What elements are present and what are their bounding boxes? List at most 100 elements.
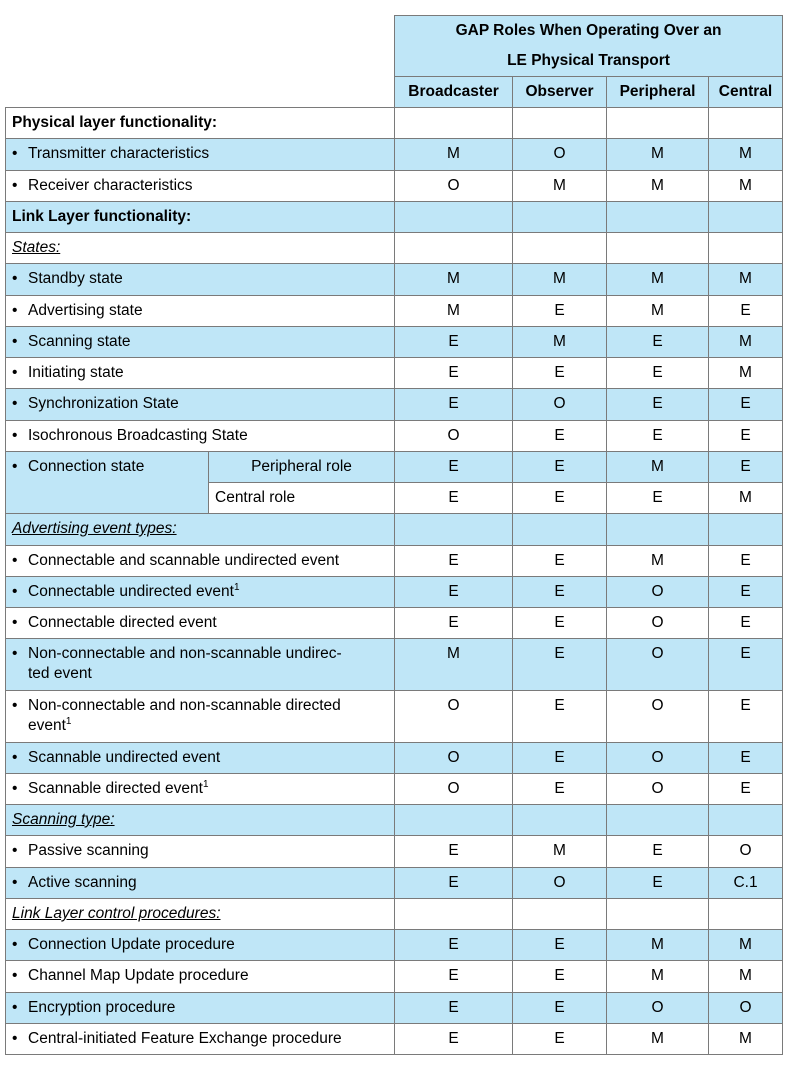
row-label: • Scannable undirected event [5,742,395,774]
section-row: Link Layer functionality: [5,201,783,233]
row-label: • Connectable and scannable undirected ev… [5,545,395,577]
table-row: • Non-connectable and non-scannable undi… [5,638,783,691]
cell-central: E [708,295,783,327]
table-title-line1: GAP Roles When Operating Over an [455,22,722,39]
row-label-text: ted event [28,665,92,682]
table-row: • Channel Map Update procedure E E M M [5,960,783,993]
cell-central: M [708,960,783,993]
cell-peripheral: M [606,295,709,327]
bullet: • [12,967,18,984]
cell-central: E [708,420,783,452]
footnote-marker: 1 [65,715,72,727]
table-row: • Connectable undirected event1 E E O E [5,576,783,608]
cell-peripheral: O [606,992,709,1024]
cell-peripheral: E [606,482,709,514]
row-label-text: Active scanning [28,874,137,891]
bullet: • [12,749,18,766]
row-label-text: Central-initiated Feature Exchange proce… [28,1030,342,1047]
row-label-text: Synchronization State [28,395,179,412]
cell-broadcaster: E [394,576,513,608]
row-label-text: Connectable undirected event [28,583,234,600]
table-row: • Initiating state E E E M [5,357,783,389]
cell-observer: E [512,690,607,743]
cell-central: M [708,482,783,514]
row-label-text: event [28,717,66,734]
row-label: • Connectable undirected event1 [5,576,395,608]
row-label-text: Initiating state [28,364,124,381]
bullet: • [12,270,18,287]
bullet: • [12,780,18,797]
cell-broadcaster: E [394,451,513,483]
bullet: • [12,145,18,162]
cell-central: E [708,773,783,805]
cell-broadcaster: O [394,773,513,805]
bullet: • [12,645,18,662]
cell-observer: E [512,638,607,691]
cell-observer: E [512,420,607,452]
row-label-text: Standby state [28,270,123,287]
cell-broadcaster: E [394,388,513,421]
table-row: • Encryption procedure E E O O [5,992,783,1024]
row-label-text: Channel Map Update procedure [28,967,249,984]
row-label-text: Isochronous Broadcasting State [28,427,248,444]
sub-row-label: Central role [208,482,395,514]
cell-observer: E [512,773,607,805]
row-label-text: Transmitter characteristics [28,145,210,162]
bullet: • [12,427,18,444]
cell-central: E [708,451,783,483]
cell-central: M [708,929,783,961]
row-label-text: Connectable and scannable undirected eve… [28,552,340,569]
cell-observer: M [512,263,607,296]
bullet: • [12,874,18,891]
cell-broadcaster: E [394,992,513,1024]
cell-broadcaster: O [394,690,513,743]
table-row: • Scannable undirected event O E O E [5,742,783,774]
cell-observer: O [512,138,607,171]
cell-peripheral: M [606,170,709,202]
cell-central: M [708,357,783,389]
cell-observer: M [512,170,607,202]
table-row: • Standby state M M M M [5,263,783,296]
cell-peripheral: E [606,357,709,389]
table-row: • Active scanning E O E C.1 [5,867,783,899]
subsection-row: Scanning type: [5,804,783,836]
table-row: • Scannable directed event1 O E O E [5,773,783,805]
table-row: • Scanning state E M E M [5,326,783,358]
bullet: • [12,552,18,569]
table-row: • Synchronization State E O E E [5,388,783,421]
cell-observer: E [512,482,607,514]
cell-broadcaster: O [394,170,513,202]
cell-observer: E [512,960,607,993]
bullet: • [12,936,18,953]
cell-central: O [708,835,783,868]
cell-observer: E [512,357,607,389]
row-label: • Central-initiated Feature Exchange proc… [5,1023,395,1055]
bullet: • [12,364,18,381]
table-row: • Central-initiated Feature Exchange proc… [5,1023,783,1055]
row-label: • Connection state [5,451,209,514]
cell-broadcaster: E [394,1023,513,1055]
cell-broadcaster: E [394,867,513,899]
cell-broadcaster: E [394,357,513,389]
cell-peripheral: M [606,451,709,483]
cell-peripheral: O [606,742,709,774]
cell-peripheral: O [606,638,709,691]
cell-broadcaster: E [394,607,513,639]
cell-peripheral: M [606,960,709,993]
row-label: • Scannable directed event1 [5,773,395,805]
subsection-scanning-type: Scanning type: [5,804,395,836]
bullet: • [12,614,18,631]
cell-broadcaster: E [394,326,513,358]
table-row: • Connectable and scannable undirected ev… [5,545,783,577]
bullet: • [12,583,18,600]
table-row: • Advertising state M E M E [5,295,783,327]
cell-peripheral: E [606,326,709,358]
row-label: • Synchronization State [5,388,395,421]
section-physical: Physical layer functionality: [5,107,395,139]
table-row: • Non-connectable and non-scannable dire… [5,690,783,743]
column-header-peripheral: Peripheral [606,76,709,108]
row-label: • Advertising state [5,295,395,327]
row-label-text: Non-connectable and non-scannable direct… [28,697,341,714]
row-label: • Initiating state [5,357,395,389]
row-label-text: Connection state [28,458,145,475]
